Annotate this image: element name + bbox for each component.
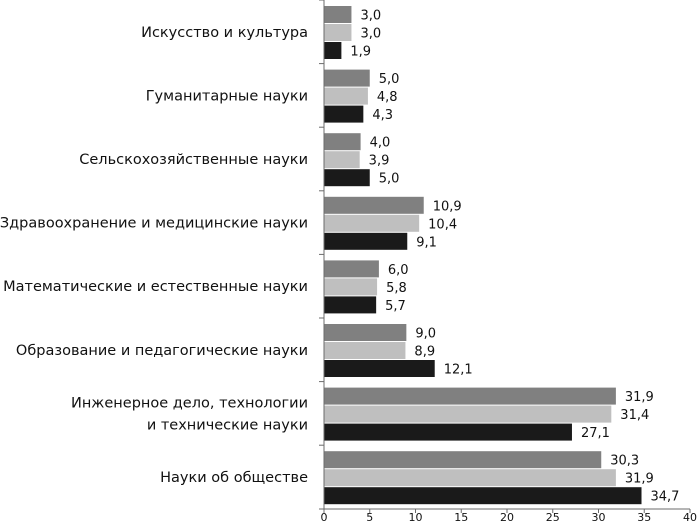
- bar: [324, 487, 642, 505]
- x-tick-label: 15: [454, 511, 468, 523]
- value-label: 1,9: [350, 45, 371, 60]
- category-labels: Искусство и культура Гуманитарные науки Се…: [0, 25, 308, 486]
- bar: [324, 151, 360, 169]
- bar: [324, 214, 420, 232]
- bar: [324, 87, 368, 105]
- value-label: 3,0: [360, 9, 381, 24]
- value-label: 3,9: [369, 154, 390, 169]
- bar: [324, 296, 377, 314]
- value-label: 8,9: [414, 345, 435, 360]
- bar: [324, 423, 572, 441]
- bars: [324, 6, 642, 505]
- value-label: 5,0: [379, 172, 400, 187]
- category-label: Сельскохозяйственные науки: [79, 152, 308, 168]
- bar: [324, 324, 407, 341]
- bar: [324, 105, 364, 123]
- category-label-line: и технические науки: [147, 417, 308, 433]
- category-label: Инженерное дело, технологии и технические…: [71, 395, 308, 433]
- category-label-line: Математические и естественные науки: [3, 279, 308, 295]
- bar: [324, 342, 406, 359]
- x-tick-label: 30: [592, 511, 606, 523]
- value-label: 6,0: [388, 263, 409, 278]
- x-tick-label: 0: [321, 511, 328, 523]
- category-label-line: Сельскохозяйственные науки: [79, 152, 308, 168]
- value-label: 3,0: [360, 27, 381, 42]
- bar: [324, 69, 370, 87]
- bar: [324, 469, 616, 487]
- value-label: 10,4: [428, 217, 457, 232]
- value-label: 34,7: [651, 490, 680, 505]
- bar: [324, 360, 435, 377]
- bar: [324, 42, 342, 59]
- value-label: 9,1: [416, 235, 437, 250]
- x-tick-label: 20: [500, 511, 514, 523]
- bar: [324, 405, 612, 423]
- x-tick-label: 35: [637, 511, 651, 523]
- value-label: 10,9: [433, 199, 462, 214]
- value-label: 31,9: [625, 390, 654, 405]
- bar: [324, 387, 616, 405]
- value-label: 31,4: [620, 408, 649, 423]
- bar: [324, 133, 361, 151]
- bar: [324, 232, 408, 250]
- x-tick-label: 5: [366, 511, 373, 523]
- bar: [324, 169, 370, 187]
- category-label: Науки об обществе: [160, 470, 308, 486]
- value-label: 12,1: [444, 363, 473, 378]
- x-tick-label: 25: [546, 511, 560, 523]
- bar: [324, 196, 424, 214]
- axes: 0 5 10 15 20 25 30 35 40: [319, 0, 697, 523]
- value-label: 5,8: [386, 281, 407, 296]
- value-label: 30,3: [610, 454, 639, 469]
- value-labels: 3,0 3,0 1,9 5,0 4,8 4,3 4,0 3,9 5,0 10,9 10,4 9,1 6,…: [350, 9, 679, 505]
- value-label: 27,1: [581, 426, 610, 441]
- value-label: 9,0: [415, 327, 436, 342]
- category-label: Математические и естественные науки: [3, 279, 308, 295]
- category-label-line: Искусство и культура: [141, 25, 308, 41]
- value-label: 4,0: [370, 136, 391, 151]
- category-label-line: Науки об обществе: [160, 470, 308, 486]
- category-label: Гуманитарные науки: [146, 88, 308, 104]
- category-label: Образование и педагогические науки: [16, 343, 308, 359]
- x-tick-label: 40: [683, 511, 697, 523]
- x-tick-label: 10: [409, 511, 423, 523]
- bar: [324, 6, 352, 23]
- value-label: 4,8: [377, 90, 398, 105]
- value-label: 5,0: [379, 72, 400, 87]
- category-label: Здравоохранение и медицинские науки: [0, 216, 308, 232]
- value-label: 31,9: [625, 472, 654, 487]
- category-label-line: Гуманитарные науки: [146, 88, 308, 104]
- value-label: 5,7: [385, 299, 406, 314]
- bar: [324, 260, 379, 278]
- category-label: Искусство и культура: [141, 25, 308, 41]
- category-label-line: Здравоохранение и медицинские науки: [0, 216, 308, 232]
- bar: [324, 451, 602, 469]
- category-label-line: Образование и педагогические науки: [16, 343, 308, 359]
- bar: [324, 24, 352, 41]
- category-label-line: Инженерное дело, технологии: [71, 395, 308, 411]
- bar: [324, 278, 378, 296]
- value-label: 4,3: [372, 108, 393, 123]
